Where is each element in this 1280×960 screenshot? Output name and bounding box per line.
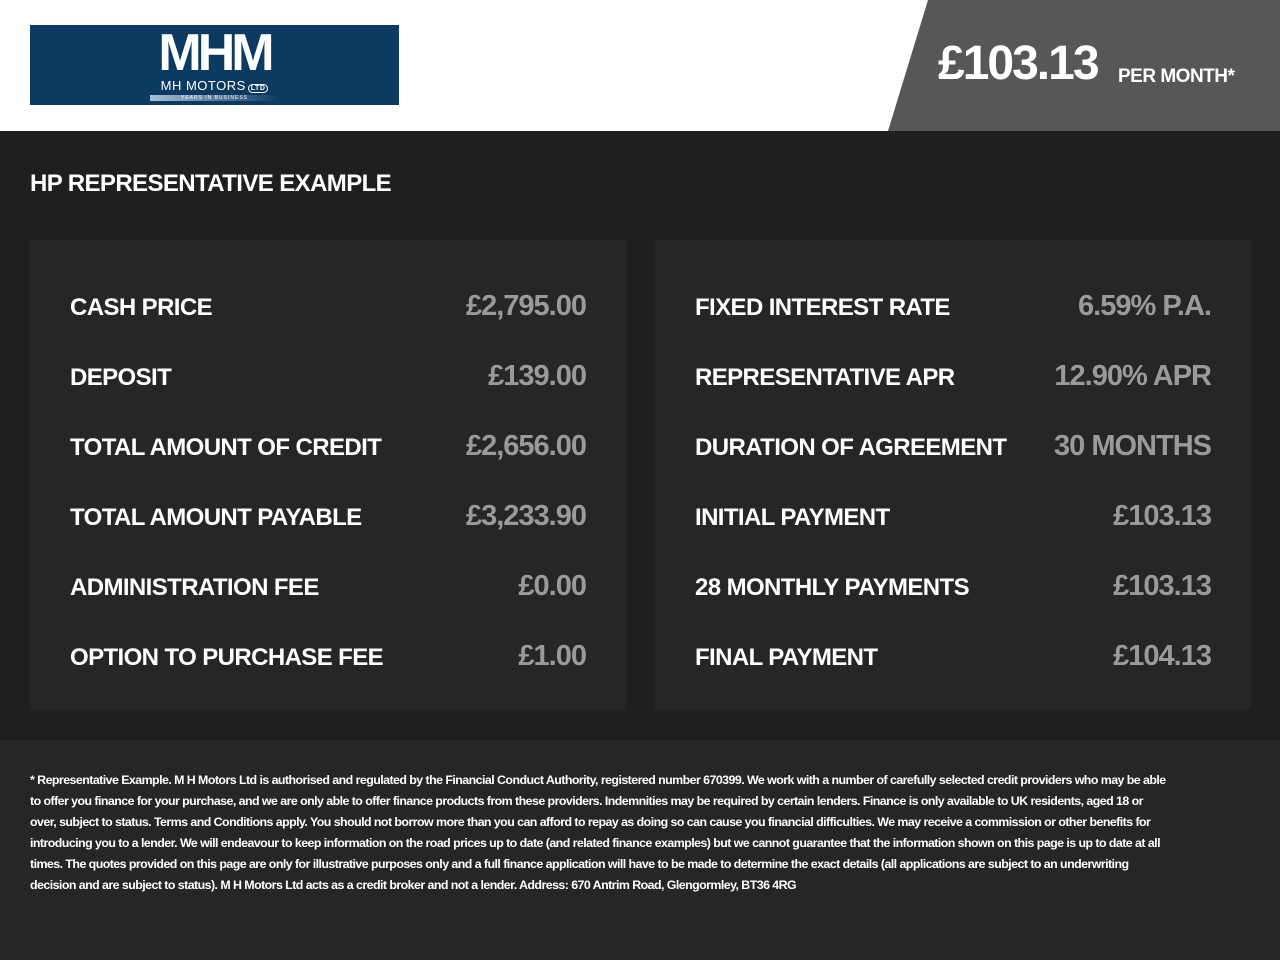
finance-value: £3,233.90 <box>465 500 587 532</box>
monthly-price-badge: £103.13 PER MONTH* <box>888 0 1280 131</box>
logo-tagline: YEARS IN BUSINESS <box>149 94 280 101</box>
finance-row: CASH PRICE £2,795.00 <box>70 288 587 358</box>
finance-value: £103.13 <box>1113 570 1212 602</box>
finance-row: ADMINISTRATION FEE £0.00 <box>70 568 587 638</box>
finance-value: £0.00 <box>518 570 587 602</box>
finance-value: £139.00 <box>488 360 587 392</box>
finance-row: 28 MONTHLY PAYMENTS £103.13 <box>695 568 1212 638</box>
finance-value: £2,795.00 <box>465 290 587 322</box>
finance-value: 6.59% P.A. <box>1078 290 1212 322</box>
finance-row: REPRESENTATIVE APR 12.90% APR <box>695 358 1212 428</box>
finance-value: 30 MONTHS <box>1054 430 1212 462</box>
finance-label: DURATION OF AGREEMENT <box>695 434 1007 461</box>
finance-row: INITIAL PAYMENT £103.13 <box>695 498 1212 568</box>
finance-label: DEPOSIT <box>70 364 172 391</box>
finance-row: OPTION TO PURCHASE FEE £1.00 <box>70 638 587 708</box>
disclaimer-text: * Representative Example. M H Motors Ltd… <box>30 773 1166 892</box>
finance-row: DURATION OF AGREEMENT 30 MONTHS <box>695 428 1212 498</box>
finance-value: £1.00 <box>518 640 587 672</box>
finance-value: £103.13 <box>1113 500 1212 532</box>
finance-row: FIXED INTEREST RATE 6.59% P.A. <box>695 288 1212 358</box>
finance-value: £104.13 <box>1113 640 1212 672</box>
finance-label: ADMINISTRATION FEE <box>70 574 319 601</box>
finance-value: 12.90% APR <box>1054 360 1212 392</box>
finance-label: INITIAL PAYMENT <box>695 504 890 531</box>
finance-label: REPRESENTATIVE APR <box>695 364 955 391</box>
finance-row: DEPOSIT £139.00 <box>70 358 587 428</box>
per-month-label: PER MONTH* <box>1118 66 1235 87</box>
finance-label: FIXED INTEREST RATE <box>695 294 950 321</box>
finance-panel-left: CASH PRICE £2,795.00 DEPOSIT £139.00 TOTAL A… <box>30 240 626 710</box>
footer: * Representative Example. M H Motors Ltd… <box>0 740 1280 960</box>
finance-panel-right: FIXED INTEREST RATE 6.59% P.A. REPRESENTAT… <box>655 240 1251 710</box>
finance-label: CASH PRICE <box>70 294 213 321</box>
section-title: HP REPRESENTATIVE EXAMPLE <box>30 170 392 197</box>
logo-name: MH MOTORS <box>160 77 246 93</box>
finance-row: TOTAL AMOUNT PAYABLE £3,233.90 <box>70 498 587 568</box>
finance-row: TOTAL AMOUNT OF CREDIT £2,656.00 <box>70 428 587 498</box>
finance-label: TOTAL AMOUNT OF CREDIT <box>70 434 382 461</box>
finance-label: TOTAL AMOUNT PAYABLE <box>70 504 362 531</box>
finance-label: 28 MONTHLY PAYMENTS <box>695 574 970 601</box>
finance-value: £2,656.00 <box>465 430 587 462</box>
monthly-price: £103.13 <box>938 37 1100 90</box>
finance-row: FINAL PAYMENT £104.13 <box>695 638 1212 708</box>
finance-label: OPTION TO PURCHASE FEE <box>70 644 384 671</box>
logo-suffix: LTD <box>247 83 269 93</box>
finance-label: FINAL PAYMENT <box>695 644 878 671</box>
logo-initials: MHM <box>158 23 274 82</box>
mh-motors-logo[interactable]: MHM MH MOTORS LTD YEARS IN BUSINESS <box>30 25 399 105</box>
